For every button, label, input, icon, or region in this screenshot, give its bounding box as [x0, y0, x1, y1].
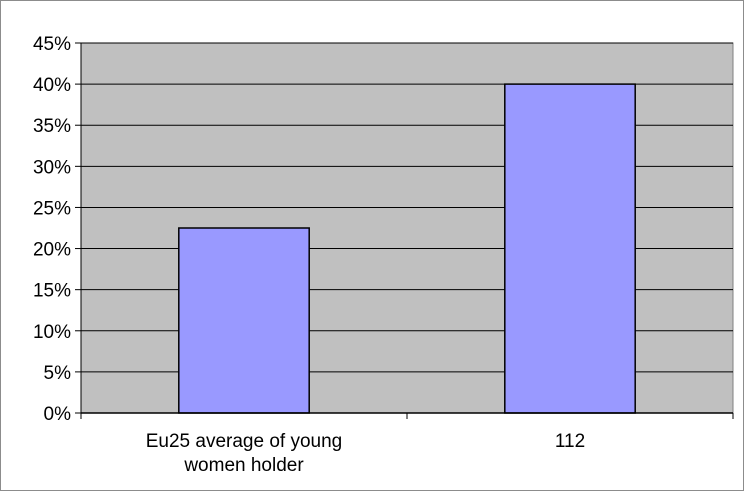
x-category-label: 112 [555, 431, 585, 452]
bar [178, 227, 310, 414]
bars [178, 83, 636, 414]
x-category-label: Eu25 average of young women holder [146, 431, 343, 476]
y-tick-label: 35% [33, 116, 71, 137]
y-tick-labels: 0% 5% 10% 15% 20% 25% 30% 35% 40% 45% [33, 34, 71, 425]
y-tick-label: 40% [33, 75, 71, 96]
axes [75, 42, 734, 419]
y-tick-label: 15% [33, 281, 71, 302]
y-tick-label: 45% [33, 34, 71, 55]
y-tick-label: 20% [33, 240, 71, 261]
y-tick-label: 25% [33, 198, 71, 219]
y-tick-label: 30% [33, 157, 71, 178]
y-tick-label: 0% [44, 404, 72, 425]
y-tick-label: 5% [44, 363, 72, 384]
bar [504, 83, 636, 414]
y-tick-label: 10% [33, 322, 71, 343]
x-category-labels: Eu25 average of young women holder 112 [146, 431, 585, 476]
